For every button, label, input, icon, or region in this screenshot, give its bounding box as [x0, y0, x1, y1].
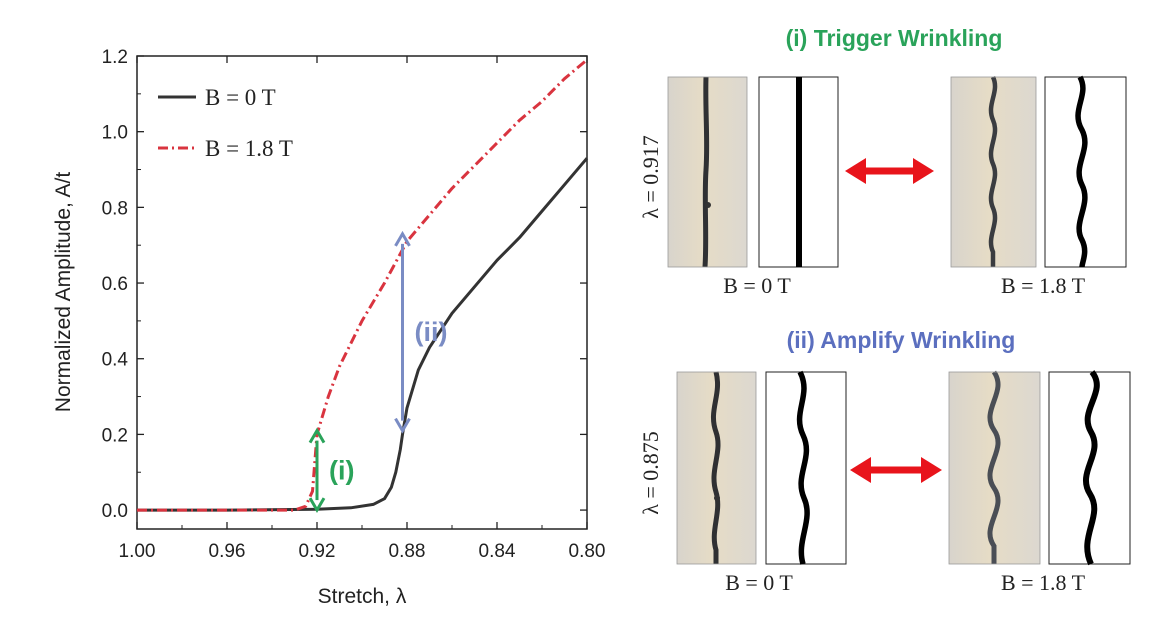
- sim-b0-bottom: [765, 370, 847, 565]
- caption-b18-bottom: B = 1.8 T: [1001, 570, 1086, 595]
- x-tick-label: 0.92: [299, 541, 336, 562]
- panel-title-amplify: (ii) Amplify Wrinkling: [787, 327, 1016, 353]
- y-tick-label: 0.8: [102, 198, 128, 219]
- double-arrow-top: [845, 158, 934, 184]
- series-line-b0: [137, 157, 589, 512]
- annotation-i-arrow-head-top: [308, 427, 326, 444]
- x-tick-label: 0.84: [479, 541, 516, 562]
- photo-b0-top: [667, 76, 748, 268]
- sim-b18-bottom: [1048, 370, 1131, 566]
- axis-ticks: 1.00 0.96 0.92 0.88 0.84 0.80 0.0 0.2 0.4 0.6 0.8 1…: [102, 47, 606, 562]
- double-arrow-bottom: [850, 457, 942, 483]
- y-axis-label: Normalized Amplitude, A/t: [52, 172, 75, 413]
- x-tick-label: 0.88: [389, 541, 426, 562]
- caption-b18-top: B = 1.8 T: [1001, 273, 1086, 298]
- x-axis-label: Stretch, λ: [318, 585, 407, 608]
- annotation-i-label: (i): [329, 455, 354, 485]
- caption-b0-top: B = 0 T: [723, 273, 791, 298]
- photo-b18-top: [950, 76, 1037, 268]
- sim-b18-top: [1044, 75, 1127, 268]
- y-tick-label: 0.0: [102, 501, 128, 522]
- lambda-label-top: λ = 0.917: [638, 135, 663, 219]
- annotations: (i) (ii): [308, 230, 448, 514]
- legend-label-b0: B = 0 T: [205, 85, 276, 110]
- chart: 1.00 0.96 0.92 0.88 0.84 0.80 0.0 0.2 0.4 0.6 0.8 1…: [52, 47, 605, 608]
- series-line-b18: [137, 58, 588, 512]
- annotation-ii-label: (ii): [415, 317, 448, 347]
- x-tick-label: 1.00: [119, 541, 156, 562]
- sim-b0-top: [758, 76, 839, 268]
- annotation-i-arrow-head-bottom: [308, 497, 326, 514]
- photo-b18-bottom: [948, 370, 1041, 565]
- series-lines: [137, 58, 589, 512]
- photo-b0-bottom: [676, 371, 757, 565]
- panel-title-trigger: (i) Trigger Wrinkling: [786, 25, 1003, 51]
- x-tick-label: 0.96: [209, 541, 246, 562]
- panel-trigger-wrinkling: (i) Trigger Wrinkling λ = 0.917 B = 0 T …: [638, 25, 1127, 298]
- x-tick-label: 0.80: [569, 541, 606, 562]
- y-tick-label: 1.0: [102, 123, 128, 144]
- legend: B = 0 T B = 1.8 T: [158, 85, 293, 161]
- annotation-ii-arrow-head-bottom: [394, 417, 411, 434]
- annotation-ii-arrow-head-top: [394, 230, 411, 247]
- legend-label-b18: B = 1.8 T: [205, 136, 293, 161]
- panel-amplify-wrinkling: (ii) Amplify Wrinkling λ = 0.875 B = 0 T…: [638, 327, 1131, 595]
- y-tick-label: 0.2: [102, 425, 128, 446]
- y-tick-label: 0.4: [102, 350, 129, 371]
- y-tick-label: 0.6: [102, 274, 128, 295]
- caption-b0-bottom: B = 0 T: [725, 570, 793, 595]
- lambda-label-bottom: λ = 0.875: [638, 431, 663, 515]
- y-tick-label: 1.2: [102, 47, 128, 68]
- plot-frame: [136, 55, 588, 530]
